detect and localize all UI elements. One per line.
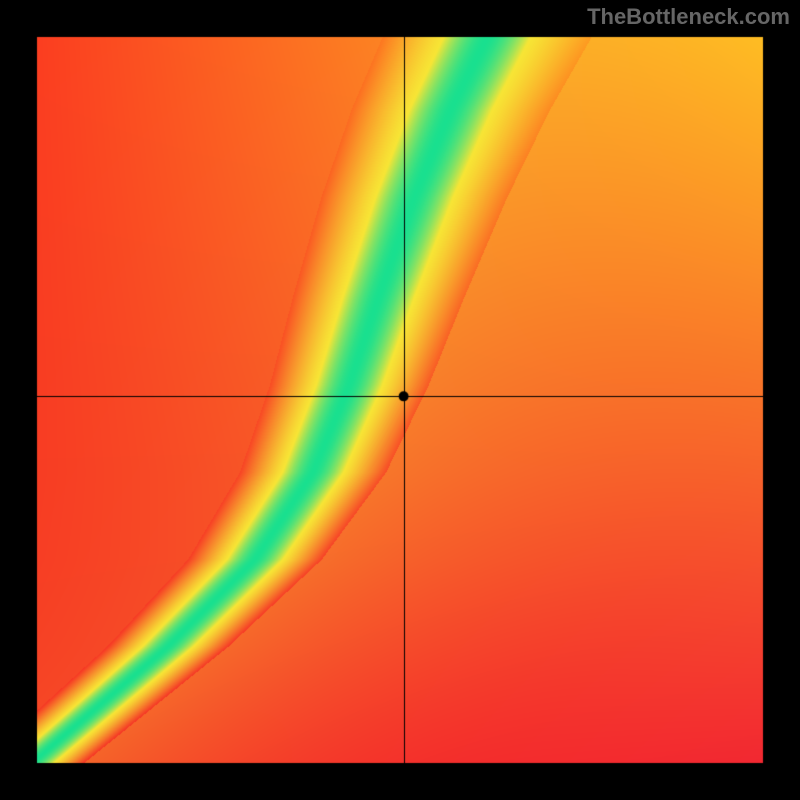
heatmap-canvas — [0, 0, 800, 800]
chart-root: TheBottleneck.com — [0, 0, 800, 800]
